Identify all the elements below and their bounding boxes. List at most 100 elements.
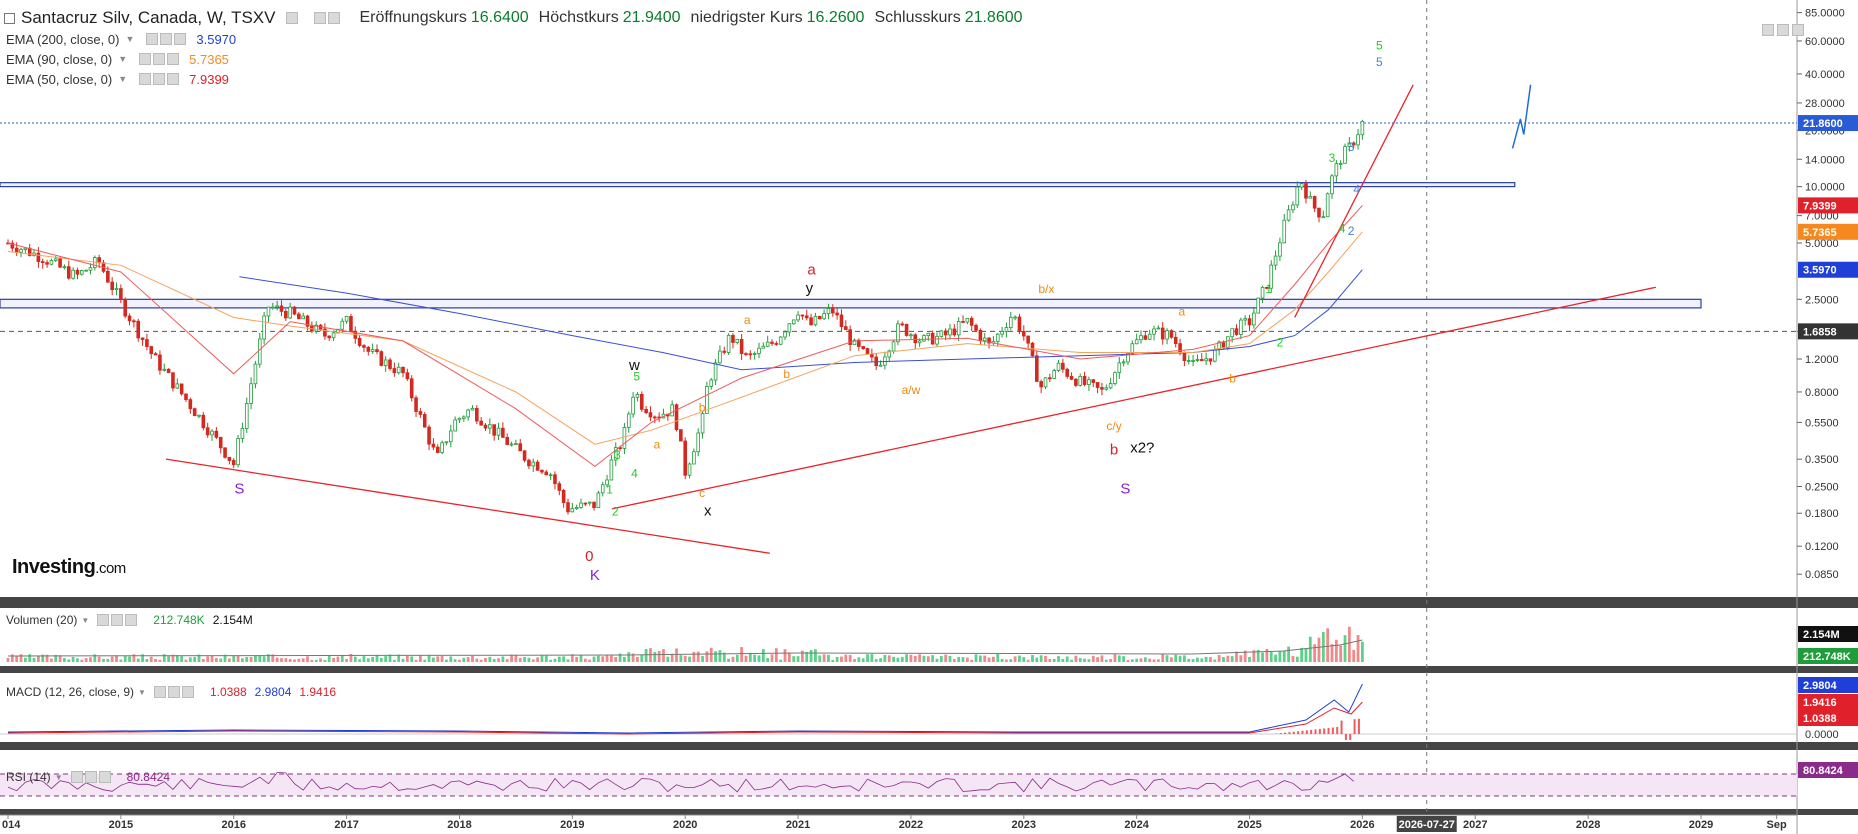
macd-hist-bar xyxy=(1284,732,1287,734)
volume-bar xyxy=(1274,654,1277,662)
candle-body xyxy=(544,471,549,476)
close-icon[interactable] xyxy=(181,686,194,698)
candle-body xyxy=(861,346,865,349)
candle-body xyxy=(857,339,861,347)
close-icon[interactable] xyxy=(125,614,138,626)
y-tick-label: 40.0000 xyxy=(1805,69,1845,81)
window-controls xyxy=(1762,24,1804,36)
visibility-icon[interactable] xyxy=(139,73,152,85)
minimize-icon[interactable] xyxy=(1762,24,1774,36)
volume-bar xyxy=(1156,659,1160,662)
wave-label: 5 xyxy=(633,370,640,384)
candle-body xyxy=(718,350,722,364)
candle-body xyxy=(1347,142,1352,148)
volume-bar xyxy=(549,659,553,662)
candle-body xyxy=(448,430,453,443)
candle-body xyxy=(1013,316,1017,319)
caret-icon[interactable]: ▼ xyxy=(118,74,128,84)
caret-icon[interactable]: ▼ xyxy=(125,34,135,44)
candle-body xyxy=(514,443,518,446)
candle-body xyxy=(1182,352,1187,362)
wave-label: x xyxy=(704,503,712,520)
candle-body xyxy=(188,399,193,410)
candle-body xyxy=(231,460,236,466)
candle-body xyxy=(600,484,605,494)
low-value: 16.2600 xyxy=(806,9,865,26)
rsi-tag-label: 80.8424 xyxy=(1803,765,1844,777)
close-icon[interactable] xyxy=(167,53,180,65)
volume-bar xyxy=(666,656,670,662)
volume-bar xyxy=(392,659,396,662)
volume-bar xyxy=(1087,659,1091,662)
visibility-icon[interactable] xyxy=(139,53,152,65)
macd-line-value: 2.9804 xyxy=(254,685,292,699)
candle-body xyxy=(284,310,288,319)
macd-hist-bar xyxy=(1357,718,1360,734)
volume-bar xyxy=(1143,657,1147,662)
close-icon[interactable] xyxy=(167,73,180,85)
settings-icon[interactable] xyxy=(84,771,97,783)
macd-pane-label[interactable]: MACD (12, 26, close, 9) ▼ 1.0388 2.9804 1… xyxy=(6,685,337,699)
close-pane-icon[interactable] xyxy=(1792,24,1804,36)
volume-bar xyxy=(831,659,835,662)
wave-label: 3 xyxy=(614,448,621,462)
candle-body xyxy=(995,333,1000,342)
volume-pane-label[interactable]: Volumen (20) ▼ 212.748K 2.154M xyxy=(6,613,253,627)
pane-separator xyxy=(0,597,1858,608)
candle-body xyxy=(388,359,392,369)
volume-bar xyxy=(1291,655,1295,662)
volume-bar xyxy=(853,659,856,662)
candle-body xyxy=(830,308,835,314)
volume-bar xyxy=(1282,651,1286,662)
volume-bar xyxy=(753,654,757,662)
maximize-icon[interactable] xyxy=(1777,24,1789,36)
volume-bar xyxy=(996,654,1000,662)
candle-body xyxy=(79,270,84,275)
rsi-tag-bg xyxy=(1798,762,1858,778)
candle-body xyxy=(344,316,349,322)
candle-body xyxy=(987,337,991,344)
indicator-row-ema50[interactable]: EMA (50, close, 0) ▼ 7.9399 xyxy=(6,69,229,89)
visibility-icon[interactable] xyxy=(146,33,159,45)
volume-bar xyxy=(1148,658,1152,662)
settings-icon[interactable] xyxy=(160,33,173,45)
collapse-icon[interactable] xyxy=(4,12,15,24)
candle-body xyxy=(305,315,310,327)
candle-body xyxy=(913,334,918,344)
settings-icon[interactable] xyxy=(111,614,124,626)
settings-icon[interactable] xyxy=(285,12,298,24)
volume-bar xyxy=(870,654,874,662)
candle-body xyxy=(40,261,45,263)
close-icon[interactable] xyxy=(174,33,187,45)
candle-body xyxy=(878,364,883,367)
candle-body xyxy=(770,341,774,344)
price-tag: 7.9399 xyxy=(1798,197,1858,214)
candle-body xyxy=(1291,204,1295,211)
volume-bar xyxy=(965,657,969,662)
indicator-row-ema200[interactable]: EMA (200, close, 0) ▼ 3.5970 xyxy=(6,29,236,49)
close-icon[interactable] xyxy=(98,771,111,783)
settings-icon[interactable] xyxy=(167,686,180,698)
price-tag-label: 21.8600 xyxy=(1803,118,1843,130)
indicator-row-ema90[interactable]: EMA (90, close, 0) ▼ 5.7365 xyxy=(6,49,229,69)
visibility-icon[interactable] xyxy=(313,12,326,24)
candle-body xyxy=(292,306,297,315)
close-label: Schlusskurs xyxy=(874,9,961,26)
rsi-pane-label[interactable]: RSI (14) ▼ 80.8424 xyxy=(6,770,170,784)
volume-bar xyxy=(735,654,739,662)
properties-icon[interactable] xyxy=(327,12,340,24)
settings-icon[interactable] xyxy=(153,53,166,65)
candle-body xyxy=(1186,360,1191,362)
candle-body xyxy=(631,396,635,415)
volume-bar xyxy=(1057,656,1060,662)
caret-icon[interactable]: ▼ xyxy=(118,54,128,64)
settings-icon[interactable] xyxy=(153,73,166,85)
volume-bar xyxy=(1339,645,1343,662)
visibility-icon[interactable] xyxy=(153,686,166,698)
volume-tag-bg xyxy=(1798,626,1858,642)
candle-body xyxy=(166,368,171,374)
candle-body xyxy=(340,320,345,330)
visibility-icon[interactable] xyxy=(97,614,110,626)
visibility-icon[interactable] xyxy=(70,771,83,783)
